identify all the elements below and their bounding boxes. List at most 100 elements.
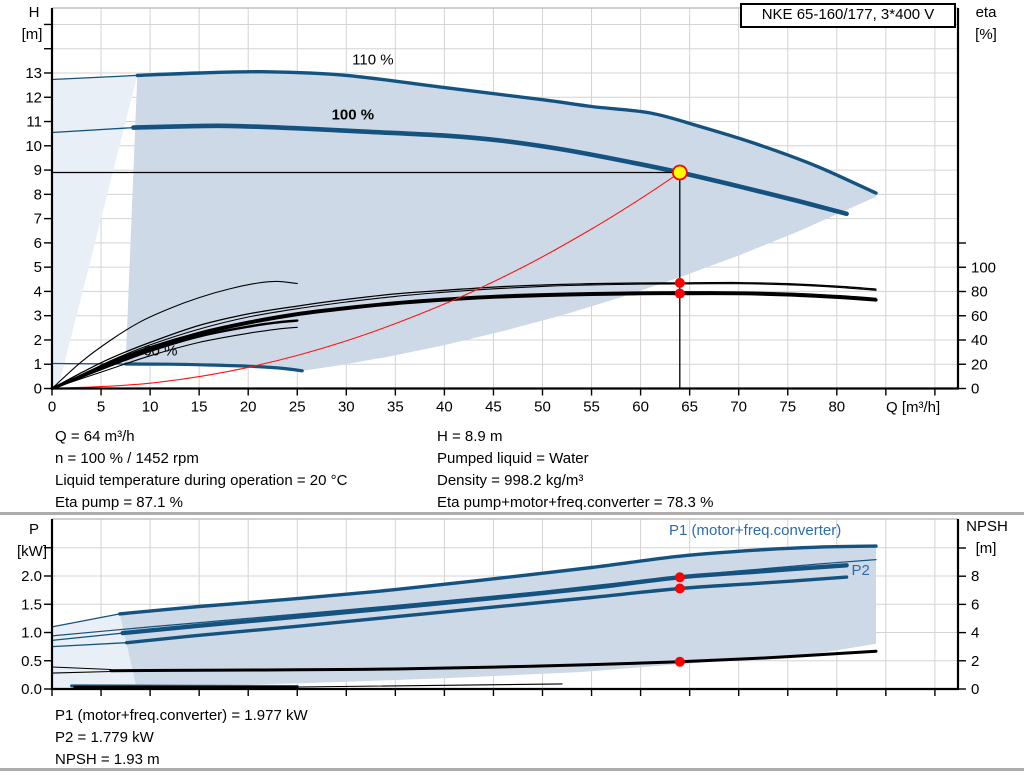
info-line: P1 (motor+freq.converter) = 1.977 kW	[55, 707, 308, 724]
pump-title-box: NKE 65-160/177, 3*400 V	[740, 3, 956, 28]
svg-text:45: 45	[485, 399, 502, 416]
marker-dot	[674, 288, 685, 299]
info-line: n = 100 % / 1452 rpm	[55, 450, 199, 467]
axes-frame	[44, 519, 966, 696]
info-line: Eta pump+motor+freq.converter = 78.3 %	[437, 494, 714, 511]
duty-info-left: Q = 64 m³/h n = 100 % / 1452 rpm Liquid te…	[55, 426, 347, 514]
svg-text:6: 6	[34, 235, 42, 252]
marker-dot	[674, 583, 685, 594]
svg-text:4: 4	[971, 625, 979, 642]
svg-text:15: 15	[191, 399, 208, 416]
eta-short-1-curve	[50, 319, 299, 390]
eta-pump-b-curve	[51, 283, 877, 390]
svg-text:60: 60	[971, 308, 988, 325]
svg-text:60: 60	[632, 399, 649, 416]
curve-label: P2	[852, 562, 870, 579]
svg-text:3: 3	[34, 308, 42, 325]
marker-dot	[674, 572, 685, 583]
svg-text:9: 9	[34, 162, 42, 179]
eta-axis-unit: [%]	[975, 26, 997, 43]
marker-dot	[674, 277, 685, 288]
info-line: NPSH = 1.93 m	[55, 751, 160, 768]
p-axis-label: P	[28, 521, 39, 538]
svg-text:40: 40	[436, 399, 453, 416]
speed-110-curve	[135, 70, 878, 195]
svg-text:1: 1	[34, 356, 42, 373]
svg-text:35: 35	[387, 399, 404, 416]
eta-total-thin-curve	[51, 291, 877, 390]
svg-text:1.5: 1.5	[21, 596, 42, 613]
p1-100-lead-curve	[51, 632, 124, 642]
svg-text:0: 0	[971, 381, 979, 398]
p2-100-lead-curve	[51, 642, 128, 648]
eta-pump-curve	[51, 281, 877, 390]
tick-labels: 0 5 10 15 20 25 30 35 40 45 50 55 60 65 70 75 8001234567…	[25, 65, 996, 416]
info-line: Q = 64 m³/h	[55, 428, 135, 445]
svg-text:20: 20	[240, 399, 257, 416]
svg-text:1.0: 1.0	[21, 625, 42, 642]
p1-110-lead-curve	[51, 613, 121, 628]
npsh-axis-unit: [m]	[975, 540, 997, 557]
separator-bottom	[0, 768, 1024, 771]
svg-text:2.0: 2.0	[21, 568, 42, 585]
svg-text:0.5: 0.5	[21, 653, 42, 670]
p1-110-curve	[118, 544, 878, 616]
svg-text:80: 80	[971, 284, 988, 301]
p-axis-unit: [kW]	[17, 543, 47, 560]
curve-label: P1 (motor+freq.converter)	[669, 522, 841, 539]
svg-text:2: 2	[34, 332, 42, 349]
svg-text:0: 0	[48, 399, 56, 416]
separator-top	[0, 512, 1024, 515]
h-axis-unit: [m]	[21, 26, 43, 43]
duty-info-right: H = 8.9 m Pumped liquid = Water Density = …	[437, 426, 713, 514]
svg-text:80: 80	[828, 399, 845, 416]
svg-text:65: 65	[681, 399, 698, 416]
svg-text:50: 50	[534, 399, 551, 416]
svg-text:2: 2	[971, 653, 979, 670]
svg-text:75: 75	[779, 399, 796, 416]
envelope-pale	[52, 75, 138, 389]
npsh-60-thin-curve	[296, 683, 563, 688]
svg-text:0: 0	[34, 381, 42, 398]
qh-chart: 110 %100 %60 %0 5 10 15 20 25 30 35 40 45 50 55 60 65…	[25, 7, 996, 416]
svg-text:10: 10	[142, 399, 159, 416]
info-line: Density = 998.2 kg/m³	[437, 472, 584, 489]
svg-text:40: 40	[971, 332, 988, 349]
power-info: P1 (motor+freq.converter) = 1.977 kW P2 =…	[55, 705, 308, 771]
svg-text:30: 30	[338, 399, 355, 416]
svg-text:25: 25	[289, 399, 306, 416]
svg-text:55: 55	[583, 399, 600, 416]
npsh-lead-b-curve	[51, 670, 112, 674]
info-line: Pumped liquid = Water	[437, 450, 589, 467]
svg-text:8: 8	[971, 568, 979, 585]
svg-text:6: 6	[971, 596, 979, 613]
envelope-dark	[125, 71, 877, 371]
power-npsh-chart: P1 (motor+freq.converter)P20.00.51.01.52…	[21, 518, 979, 698]
eta-total-curve	[50, 291, 878, 391]
info-line: Eta pump = 87.1 %	[55, 494, 183, 511]
svg-text:5: 5	[97, 399, 105, 416]
info-line: H = 8.9 m	[437, 428, 503, 445]
svg-text:5: 5	[34, 259, 42, 276]
axes-frame	[44, 8, 966, 396]
speed-110-lead-curve	[51, 74, 138, 81]
duty-point[interactable]	[671, 164, 688, 181]
tick-labels: 0.0 0.5 1.0 1.5 2.0 0 2 4 6 8	[21, 568, 979, 698]
svg-text:0: 0	[971, 681, 979, 698]
speed-60-curve	[124, 362, 304, 373]
curve-label: 100 %	[332, 107, 375, 124]
speed-100-curve	[131, 123, 849, 217]
speed-100-lead-curve	[51, 126, 135, 134]
svg-text:100: 100	[971, 259, 996, 276]
eta-short-2-curve	[51, 326, 298, 390]
svg-text:20: 20	[971, 356, 988, 373]
eta-axis-label: eta	[975, 4, 997, 21]
curve-label: 110 %	[352, 51, 393, 68]
svg-text:11: 11	[26, 114, 42, 131]
svg-text:0.0: 0.0	[21, 681, 42, 698]
eta-60-curve	[51, 280, 298, 390]
npsh-lead-a-curve	[51, 666, 112, 671]
p2-100-curve	[124, 575, 849, 645]
